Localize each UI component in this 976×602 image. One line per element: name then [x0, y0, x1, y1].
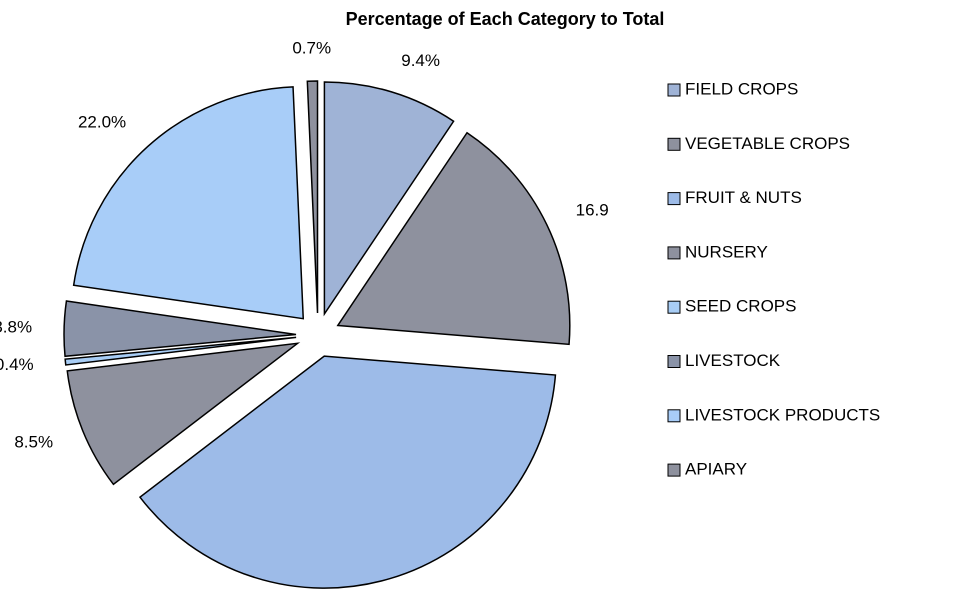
legend-swatch — [667, 137, 681, 151]
legend-label: FRUIT & NUTS — [685, 188, 802, 207]
legend-label: FIELD CROPS — [685, 79, 798, 98]
legend-swatch — [667, 300, 681, 314]
legend-label: NURSERY — [685, 242, 768, 261]
pie-slice — [138, 355, 557, 589]
data-label: 9.4% — [401, 51, 440, 70]
pie-slice — [72, 86, 305, 320]
legend-label: VEGETABLE CROPS — [685, 134, 850, 153]
legend-swatch — [667, 409, 681, 423]
legend-swatch — [667, 246, 681, 260]
chart-title: Percentage of Each Category to Total — [346, 9, 665, 29]
data-label: 8.5% — [14, 432, 53, 451]
pie-slice — [66, 342, 301, 486]
legend-swatch — [667, 192, 681, 206]
pie-slice — [323, 81, 455, 317]
data-label: 3.8% — [0, 317, 32, 336]
data-label: 38.3% — [399, 599, 447, 602]
pie-slice — [63, 300, 297, 358]
legend-label: SEED CROPS — [685, 297, 796, 316]
legend-label: LIVESTOCK PRODUCTS — [685, 405, 880, 424]
legend-swatch — [667, 83, 681, 97]
pie-slice — [64, 336, 297, 366]
data-label: 16.9 — [576, 200, 609, 219]
legend-swatch — [667, 463, 681, 477]
legend-label: APIARY — [685, 460, 747, 479]
data-label: 22.0% — [78, 112, 126, 131]
legend-swatch — [667, 355, 681, 368]
data-label: 0.7% — [292, 39, 331, 58]
pie-slice — [306, 80, 319, 314]
data-label: 0.4% — [0, 355, 34, 374]
pie-slice — [336, 131, 571, 346]
legend-label: LIVESTOCK — [685, 351, 781, 370]
